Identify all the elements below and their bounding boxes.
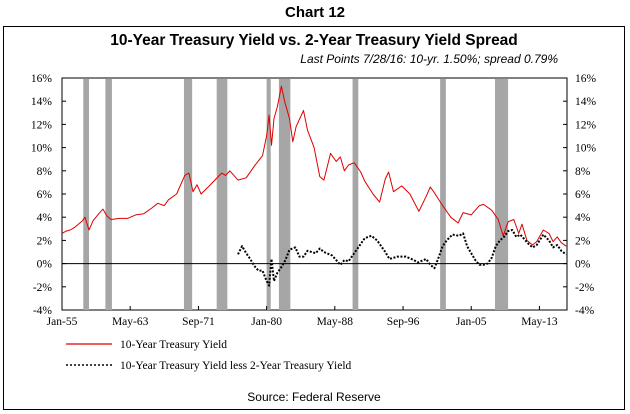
y-tick-label-left: 6% — [37, 189, 53, 201]
x-tick-label: Sep-71 — [182, 316, 215, 328]
recession-band-3 — [183, 79, 193, 310]
recession-band-6 — [278, 79, 291, 310]
y-tick-label-right: 14% — [575, 96, 597, 108]
recession-band-8 — [440, 79, 446, 310]
x-tick-label: May-13 — [521, 316, 558, 328]
y-tick-label-left: -4% — [33, 305, 53, 317]
y-tick-label-right: -4% — [575, 305, 595, 317]
y-tick-label-left: 16% — [31, 73, 53, 85]
chart-title: 10-Year Treasury Yield vs. 2-Year Treasu… — [110, 32, 518, 49]
y-tick-label-left: 12% — [31, 119, 53, 131]
series-group — [61, 85, 567, 287]
source-note: Source: Federal Reserve — [247, 390, 381, 404]
y-tick-label-right: 4% — [575, 212, 591, 224]
y-tick-label-right: 12% — [575, 119, 597, 131]
legend-label-ten-year: 10-Year Treasury Yield — [120, 339, 227, 351]
y-tick-label-left: 14% — [31, 96, 53, 108]
y-tick-label-right: 2% — [575, 235, 591, 247]
recession-bands — [83, 79, 509, 310]
y-tick-label-right: 8% — [575, 166, 591, 178]
recession-band-5 — [266, 79, 271, 310]
y-tick-label-left: 10% — [31, 143, 53, 155]
legend-label-spread: 10-Year Treasury Yield less 2-Year Treas… — [120, 360, 352, 372]
recession-band-7 — [352, 79, 359, 310]
series-line-spread — [237, 229, 567, 287]
x-axis-ticks: Jan-55 May-63 Sep-71 Jan-80 May-88 Sep-96 Jan-… — [47, 306, 558, 328]
legend: 10-Year Treasury Yield 10-Year Treasury … — [66, 339, 352, 372]
plot-area-border — [61, 77, 568, 311]
y-tick-label-left: -2% — [33, 282, 53, 294]
recession-band-9 — [494, 79, 509, 310]
y-tick-label-left: 4% — [37, 212, 53, 224]
y-tick-label-left: 0% — [37, 259, 53, 271]
x-tick-label: Jan-55 — [47, 316, 78, 328]
chart-number: Chart 12 — [284, 4, 346, 21]
x-tick-label: May-63 — [112, 316, 149, 328]
y-tick-label-right: 16% — [575, 73, 597, 85]
y-tick-label-right: -2% — [575, 282, 595, 294]
y-tick-label-right: 0% — [575, 259, 591, 271]
y-tick-label-right: 10% — [575, 143, 597, 155]
x-tick-label: May-88 — [317, 316, 354, 328]
chart-subtitle: Last Points 7/28/16: 10-yr. 1.50%; sprea… — [300, 52, 558, 66]
y-tick-label-left: 2% — [37, 235, 53, 247]
recession-band-4 — [216, 79, 228, 310]
recession-band-1 — [83, 79, 90, 310]
series-line-ten-year — [61, 85, 567, 247]
y-tick-label-right: 6% — [575, 189, 591, 201]
chart-frame — [3, 26, 625, 410]
x-tick-label: Sep-96 — [387, 316, 420, 328]
y-tick-label-left: 8% — [37, 166, 53, 178]
y-axis-ticks: -4% -4% -2% -2% 0% 0% 2% 2% 4% 4% 6% 6% 8% 8% 10% 10% 12… — [31, 73, 597, 317]
recession-band-2 — [105, 79, 112, 310]
x-tick-label: Jan-80 — [251, 316, 282, 328]
x-tick-label: Jan-05 — [456, 316, 487, 328]
